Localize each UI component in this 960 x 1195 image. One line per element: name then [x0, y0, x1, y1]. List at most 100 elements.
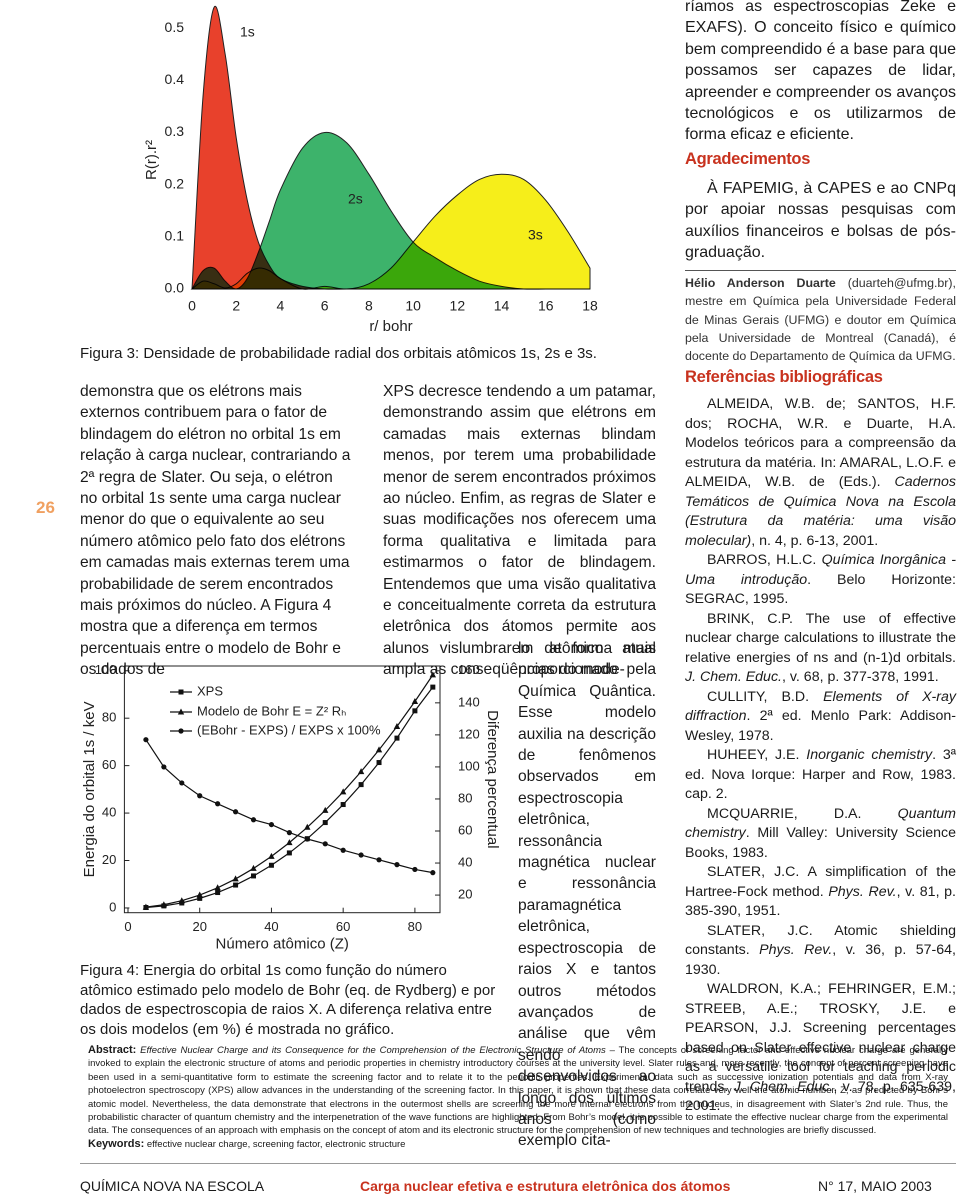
author-note: Hélio Anderson Duarte (duarteh@ufmg.br),…: [685, 274, 956, 365]
marker: [394, 862, 400, 868]
reference-part: J. Chem. Educ.: [733, 1078, 834, 1095]
x-tick-label: 80: [408, 919, 422, 934]
marker: [358, 782, 364, 788]
reference-part: ALMEIDA, W.B. de; SANTOS, H.F. dos; ROCH…: [685, 396, 956, 490]
marker: [160, 901, 168, 908]
marker: [411, 697, 419, 704]
section-heading: Agradecimentos: [685, 150, 811, 168]
y2-tick-label: 140: [458, 694, 480, 709]
legend-marker: [178, 728, 184, 734]
series-label: 3s: [528, 227, 543, 243]
reference-list: ALMEIDA, W.B. de; SANTOS, H.F. dos; ROCH…: [685, 395, 956, 1117]
reference-part: . Mill Valley: University Science Books,…: [685, 825, 956, 861]
reference-part: BRINK, C.P. The use of effective nuclear…: [685, 610, 956, 666]
marker: [214, 884, 221, 891]
reference-part: J. Chem. Educ.: [685, 669, 782, 685]
x-axis-label: r/ bohr: [369, 318, 412, 335]
y2-axis-label: Diferença percentual: [484, 710, 501, 848]
reference: BARROS, H.L.C. Química Inorgânica - Uma …: [685, 551, 956, 610]
y2-tick-label: 120: [458, 726, 480, 741]
marker: [215, 801, 221, 807]
marker: [143, 737, 149, 743]
y-tick-label: 40: [102, 805, 116, 820]
marker: [340, 847, 346, 853]
reference-part: , n. 4, p. 6-13, 2001.: [751, 532, 879, 549]
abstract-label: Abstract:: [88, 1044, 137, 1056]
footer-journal: QUÍMICA NOVA NA ESCOLA: [80, 1178, 265, 1194]
marker: [357, 768, 365, 775]
marker: [412, 866, 418, 873]
marker: [178, 897, 185, 904]
marker: [340, 802, 346, 808]
y2-tick-label: 100: [458, 758, 480, 773]
x-tick-label: 6: [321, 298, 329, 314]
author-bio: (duarteh@ufmg.br), mestre em Química pel…: [685, 276, 956, 364]
y-tick-label: 100: [95, 662, 117, 677]
reference-part: Phys. Rev.: [828, 883, 897, 900]
marker: [232, 809, 239, 815]
marker: [286, 830, 292, 836]
y-axis-label: Energia do orbital 1s / keV: [81, 701, 98, 877]
marker: [250, 864, 257, 871]
x-tick-label: 8: [365, 298, 373, 314]
marker: [197, 895, 203, 901]
x-tick-label: 20: [192, 919, 206, 934]
abstract-text: – The concepts of screening factor and e…: [88, 1045, 948, 1137]
series-label: 2s: [348, 191, 363, 207]
x-axis-label: Número atômico (Z): [216, 936, 349, 953]
legend-marker: [177, 708, 185, 715]
marker: [250, 817, 257, 823]
legend-marker: [178, 689, 184, 695]
reference-part: Phys. Rev.: [759, 942, 833, 958]
reference-part: SLATER, J.C. A simplification of the Har…: [685, 864, 956, 900]
line: [145, 686, 434, 909]
y2-tick-label: 160: [458, 662, 480, 677]
marker: [215, 890, 221, 896]
footer-issue: N° 17, MAIO 2003: [818, 1178, 932, 1194]
abstract: Abstract: Effective Nuclear Charge and i…: [88, 1044, 948, 1151]
reference-part: . 2ª ed. Menlo Park: Addison-Wesley, 197…: [685, 708, 956, 744]
reference-part: BARROS, H.L.C.: [707, 552, 822, 568]
marker: [268, 852, 275, 859]
reference-part: , v. 68, p. 377-378, 1991.: [782, 669, 939, 685]
divider: [80, 1163, 956, 1164]
plot-frame: [123, 665, 441, 914]
figure-caption: Figura 3: Densidade de probabilidade rad…: [80, 345, 597, 362]
y-tick-label: 60: [102, 757, 116, 772]
y-tick-label: 0.5: [165, 19, 185, 35]
reference: SLATER, J.C. A simplification of the Har…: [685, 863, 956, 922]
marker: [268, 862, 274, 868]
keywords-label: Keywords:: [88, 1137, 145, 1150]
section-heading: Referências bibliográficas: [685, 368, 883, 386]
marker: [142, 903, 150, 910]
body-text: XPS decresce tendendo a um patamar, demo…: [383, 383, 656, 679]
page-number: 26: [36, 498, 55, 517]
marker: [430, 870, 436, 876]
area: [190, 173, 591, 290]
marker: [286, 839, 293, 846]
reference-part: MCQUARRIE, D.A.: [707, 805, 898, 822]
y-tick-label: 20: [102, 852, 116, 867]
reference: HUHEEY, J.E. Inorganic chemistry. 3ª ed.…: [685, 746, 956, 805]
divider: [685, 270, 956, 271]
marker: [339, 788, 347, 795]
marker: [393, 722, 401, 729]
reference-part: , v. 78, p. 635-639, 2001.: [685, 1078, 956, 1115]
x-tick-label: 0: [188, 298, 196, 314]
marker: [429, 671, 437, 678]
marker: [358, 852, 364, 858]
y-tick-label: 0.2: [165, 175, 185, 191]
body-text: ríamos as espectroscopias Zeke e EXAFS).…: [685, 0, 956, 144]
body-text: À FAPEMIG, à CAPES e ao CNPq por apoiar …: [685, 180, 956, 262]
x-tick-label: 14: [494, 298, 510, 314]
y2-tick-label: 80: [458, 790, 472, 805]
x-tick-label: 0: [124, 919, 131, 934]
body-text: demonstra que os elétrons mais externos …: [80, 383, 351, 679]
x-tick-label: 18: [582, 298, 598, 314]
marker: [197, 793, 203, 799]
x-tick-label: 2: [232, 298, 240, 314]
legend-label: (EBohr - EXPS) / EXPS x 100%: [197, 722, 381, 737]
marker: [196, 891, 203, 898]
reference-part: Elements of X-ray diffraction: [685, 688, 956, 725]
